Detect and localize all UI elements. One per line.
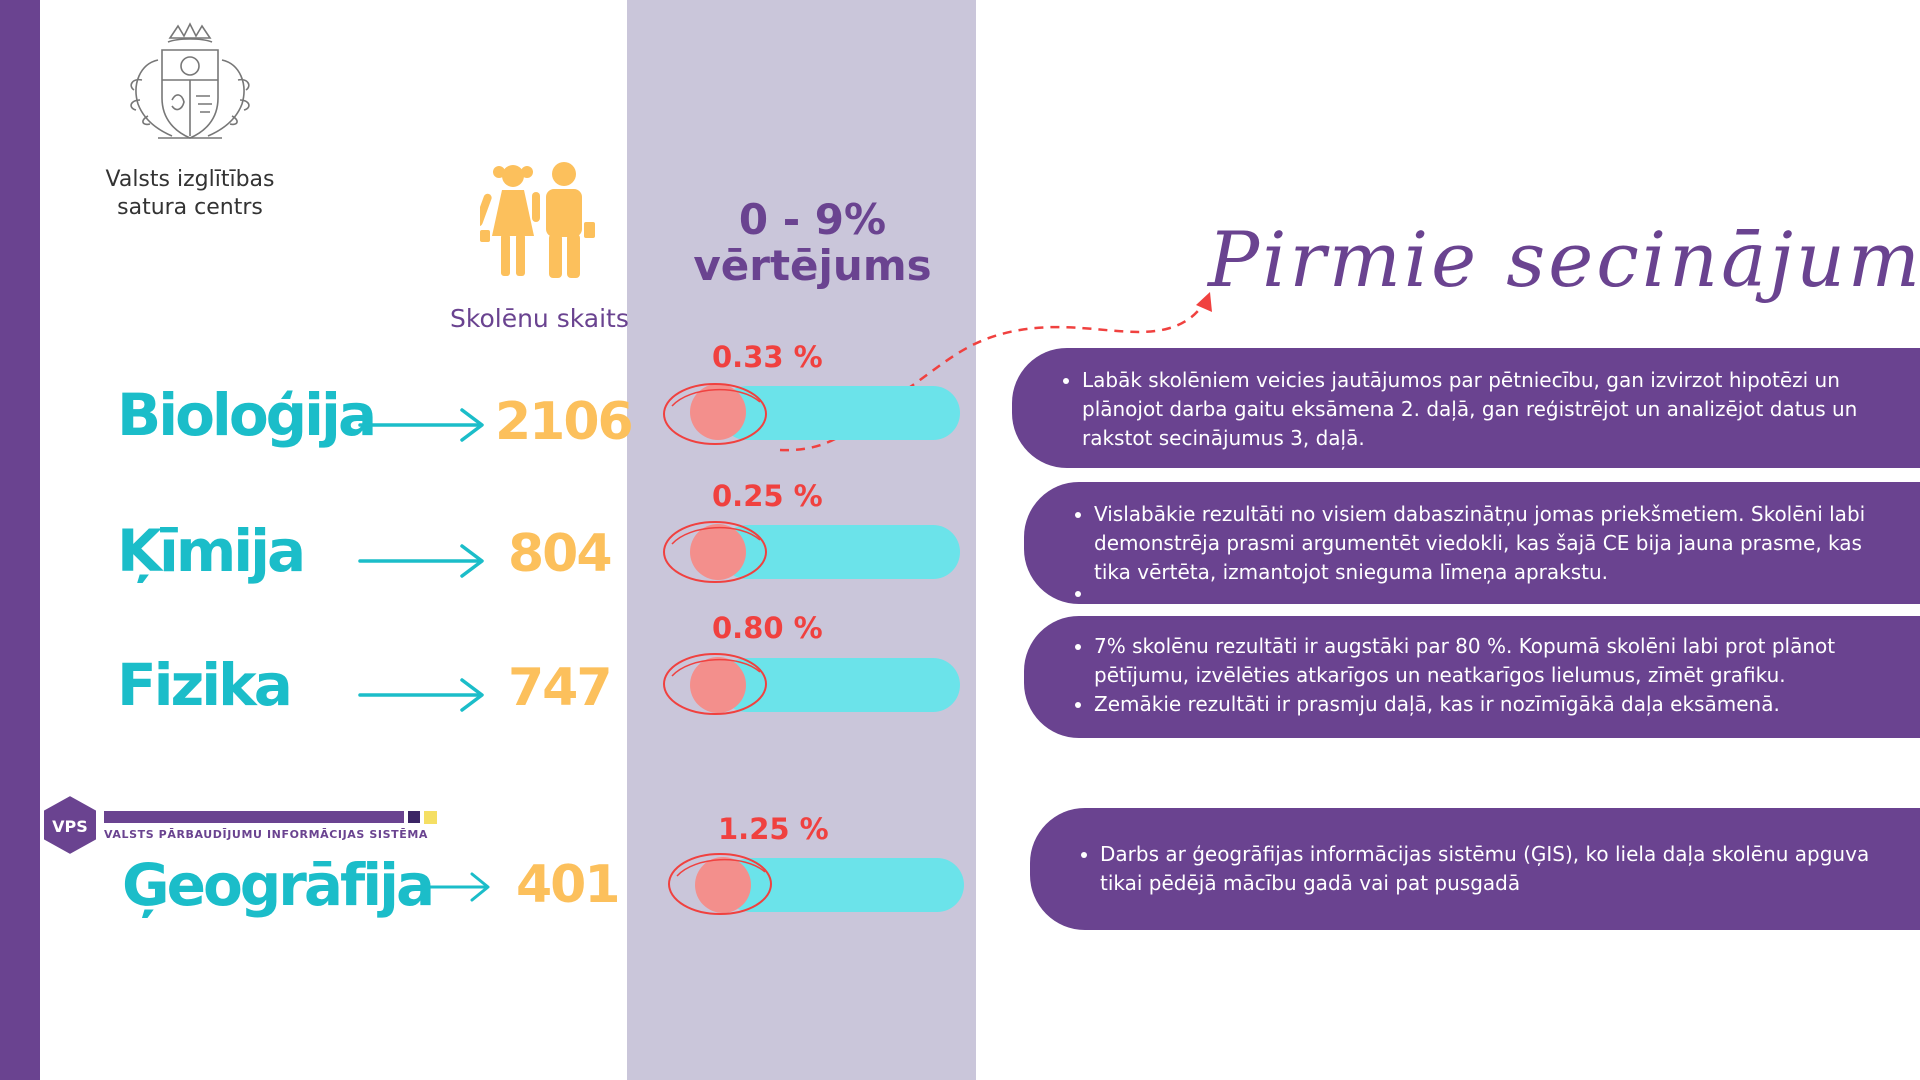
highlight-ring <box>663 383 767 445</box>
range-title-line2: vērtējums <box>693 241 932 290</box>
student-count: 2106 <box>495 392 634 452</box>
conclusion-item: Vislabākie rezultāti no visiem dabaszinā… <box>1094 500 1880 587</box>
students-icon <box>480 162 595 278</box>
students-count-label: Skolēnu skaits <box>450 304 629 333</box>
student-count: 401 <box>516 855 621 915</box>
arrow-right-icon <box>358 678 484 712</box>
conclusion-item: 7% skolēnu rezultāti ir augstāki par 80 … <box>1094 632 1880 690</box>
percent-dot <box>690 384 746 440</box>
conclusion-card: Darbs ar ģeogrāfijas informācijas sistēm… <box>1030 808 1920 930</box>
conclusion-card: 7% skolēnu rezultāti ir augstāki par 80 … <box>1024 616 1920 738</box>
conclusion-item: Labāk skolēniem veicies jautājumos par p… <box>1082 366 1880 453</box>
percent-label: 0.33 % <box>712 340 823 374</box>
range-title-line1: 0 - 9% <box>738 195 887 244</box>
org-name-line1: Valsts izglītības <box>105 167 275 192</box>
subject-name: Ķīmija <box>117 517 306 585</box>
subject-name: Bioloģija <box>117 381 377 449</box>
conclusion-item <box>1094 587 1880 599</box>
highlight-ring <box>668 853 772 915</box>
org-name-line2: satura centrs <box>117 195 263 220</box>
arrow-right-icon <box>358 544 484 578</box>
percent-label: 1.25 % <box>718 812 829 846</box>
percent-bar <box>724 858 964 912</box>
conclusion-item: Darbs ar ģeogrāfijas informācijas sistēm… <box>1100 840 1880 898</box>
percent-dot <box>695 857 751 913</box>
vps-logo-icon: VPS <box>42 793 98 857</box>
highlight-ring <box>663 653 767 715</box>
vps-logo-square <box>424 811 437 824</box>
highlight-ring <box>663 521 767 583</box>
student-count: 804 <box>508 524 613 584</box>
vps-name: VALSTS PĀRBAUDĪJUMU INFORMĀCIJAS SISTĒMA <box>104 828 428 841</box>
vps-logo-square <box>408 811 420 823</box>
conclusion-card: Vislabākie rezultāti no visiem dabaszinā… <box>1024 482 1920 604</box>
left-accent-bar <box>0 0 40 1080</box>
percent-bar <box>720 525 960 579</box>
percent-label: 0.25 % <box>712 479 823 513</box>
conclusions-title: Pirmie secinājumi <box>1208 215 1920 304</box>
percent-label: 0.80 % <box>712 611 823 645</box>
conclusion-card: Labāk skolēniem veicies jautājumos par p… <box>1012 348 1920 468</box>
vps-logo-bar <box>104 811 404 823</box>
arrow-right-icon <box>412 872 490 902</box>
subject-name: Ģeogrāfija <box>122 851 435 919</box>
percent-bar <box>720 386 960 440</box>
percent-dot <box>690 524 746 580</box>
arrow-right-icon <box>358 408 484 442</box>
coat-of-arms-icon <box>130 22 250 139</box>
percent-dot <box>690 657 746 713</box>
conclusion-item: Zemākie rezultāti ir prasmju daļā, kas i… <box>1094 690 1880 719</box>
range-title: 0 - 9% vērtējums <box>640 197 985 289</box>
percent-bar <box>720 658 960 712</box>
subject-name: Fizika <box>117 651 293 719</box>
vps-badge-text: VPS <box>52 817 88 836</box>
student-count: 747 <box>508 658 613 718</box>
